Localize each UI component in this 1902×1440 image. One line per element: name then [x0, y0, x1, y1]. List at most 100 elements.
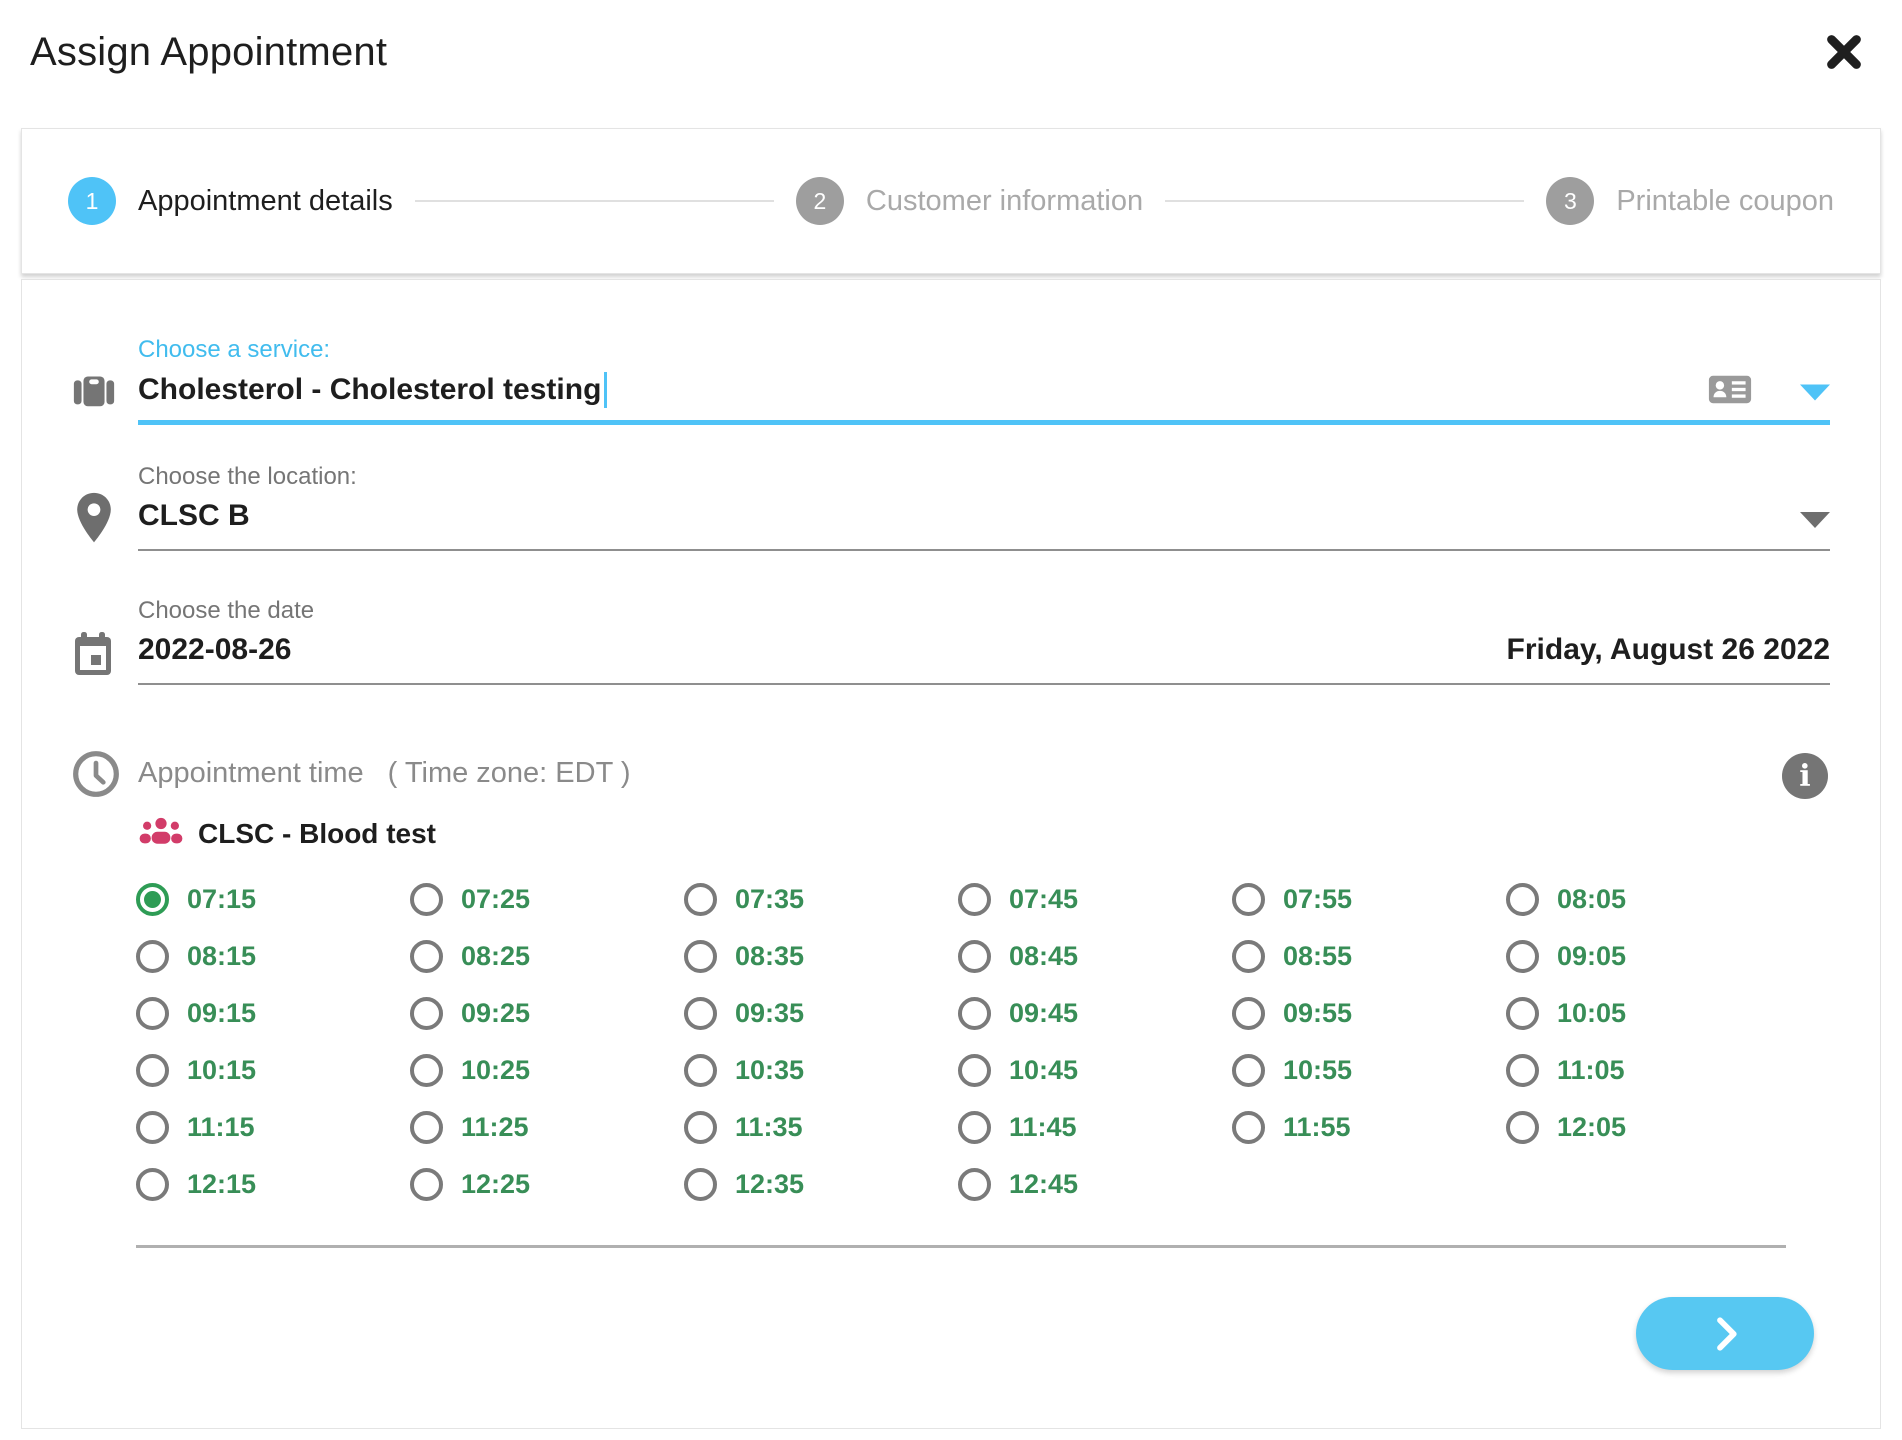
time-slot[interactable]: 09:05 — [1506, 938, 1780, 975]
time-slot-label: 09:25 — [461, 998, 531, 1028]
time-slot[interactable]: 11:15 — [136, 1109, 410, 1146]
time-slot[interactable]: 09:55 — [1232, 995, 1506, 1032]
location-select[interactable]: CLSC B — [138, 499, 250, 532]
time-slot[interactable]: 10:05 — [1506, 995, 1780, 1032]
close-button[interactable] — [1820, 28, 1868, 76]
radio-icon — [136, 1168, 169, 1201]
radio-icon — [1232, 883, 1265, 916]
step-appointment-details[interactable]: 1 Appointment details — [68, 177, 393, 225]
radio-icon — [1506, 1054, 1539, 1087]
service-input[interactable]: Cholesterol - Cholesterol testing — [138, 373, 602, 406]
time-slot[interactable]: 08:15 — [136, 938, 410, 975]
step-label: Appointment details — [138, 184, 393, 217]
time-slot[interactable]: 11:35 — [684, 1109, 958, 1146]
radio-icon — [136, 940, 169, 973]
radio-icon — [410, 883, 443, 916]
time-slot[interactable]: 12:05 — [1506, 1109, 1780, 1146]
time-slot-label: 10:15 — [187, 1055, 257, 1085]
time-slot-label: 11:05 — [1557, 1055, 1625, 1085]
location-dropdown-caret-icon[interactable] — [1800, 512, 1830, 528]
time-slot[interactable]: 12:25 — [410, 1166, 684, 1203]
step-number-badge: 2 — [795, 177, 844, 225]
time-slot[interactable]: 07:55 — [1232, 881, 1506, 918]
time-slot[interactable]: 12:35 — [684, 1166, 958, 1203]
appointment-time-header: Appointment time ( Time zone: EDT ) i — [22, 751, 1880, 799]
date-input[interactable]: 2022-08-26 — [138, 633, 292, 666]
time-slot-label: 11:25 — [461, 1112, 529, 1142]
time-slot[interactable]: 07:45 — [958, 881, 1232, 918]
step-printable-coupon[interactable]: 3 Printable coupon — [1546, 177, 1834, 225]
date-label: Choose the date — [138, 597, 315, 624]
time-slot[interactable]: 11:55 — [1232, 1109, 1506, 1146]
info-icon[interactable]: i — [1782, 753, 1828, 799]
time-slot[interactable]: 08:35 — [684, 938, 958, 975]
step-customer-information[interactable]: 2 Customer information — [795, 177, 1143, 225]
chevron-right-icon — [1717, 1316, 1737, 1351]
appointment-time-label: Appointment time — [138, 757, 364, 789]
time-slot[interactable]: 10:55 — [1232, 1052, 1506, 1089]
time-slot[interactable]: 08:05 — [1506, 881, 1780, 918]
time-slot[interactable]: 08:25 — [410, 938, 684, 975]
time-slot-label: 11:55 — [1283, 1112, 1351, 1142]
time-slot[interactable]: 07:35 — [684, 881, 958, 918]
radio-icon — [1232, 1054, 1265, 1087]
time-slot[interactable]: 12:45 — [958, 1166, 1232, 1203]
section-divider — [136, 1245, 1786, 1248]
time-slot-label: 07:45 — [1009, 884, 1079, 914]
radio-icon — [958, 940, 991, 973]
time-slot-label: 08:45 — [1009, 941, 1079, 971]
time-slot-label: 11:35 — [735, 1112, 803, 1142]
radio-icon — [1232, 1111, 1265, 1144]
time-slot-label: 10:05 — [1557, 998, 1627, 1028]
time-slot[interactable]: 09:15 — [136, 995, 410, 1032]
time-slot-label: 08:55 — [1283, 941, 1353, 971]
time-slot-label: 09:05 — [1557, 941, 1627, 971]
time-slot[interactable]: 11:45 — [958, 1109, 1232, 1146]
time-slot-label: 10:45 — [1009, 1055, 1079, 1085]
time-slot[interactable]: 07:15 — [136, 881, 410, 918]
contact-card-icon[interactable] — [1708, 374, 1752, 411]
radio-icon — [958, 1168, 991, 1201]
radio-icon — [136, 883, 169, 916]
radio-icon — [1232, 940, 1265, 973]
time-slot[interactable]: 08:55 — [1232, 938, 1506, 975]
time-slot-label: 12:35 — [735, 1169, 805, 1199]
step-number-badge: 1 — [68, 177, 116, 225]
time-slot-grid: 07:15 07:25 07:35 07:45 07:55 08:05 08:15 08:25… — [136, 881, 1780, 1203]
modal-header: Assign Appointment — [0, 0, 1902, 104]
service-field: Choose a service: Cholesterol - Choleste… — [22, 280, 1880, 425]
time-slot[interactable]: 10:15 — [136, 1052, 410, 1089]
radio-icon — [684, 883, 717, 916]
time-slot[interactable]: 12:15 — [136, 1166, 410, 1203]
time-slot[interactable]: 09:25 — [410, 995, 684, 1032]
time-slot-label: 07:55 — [1283, 884, 1353, 914]
step-connector — [1165, 200, 1525, 202]
time-slot[interactable]: 10:45 — [958, 1052, 1232, 1089]
time-slot[interactable]: 09:35 — [684, 995, 958, 1032]
time-slot-label: 08:25 — [461, 941, 531, 971]
time-slot-label: 09:15 — [187, 998, 257, 1028]
service-dropdown-caret-icon[interactable] — [1800, 384, 1830, 400]
radio-icon — [136, 1111, 169, 1144]
time-slot[interactable]: 10:35 — [684, 1052, 958, 1089]
radio-icon — [684, 1111, 717, 1144]
time-slot-label: 12:25 — [461, 1169, 531, 1199]
next-step-button[interactable] — [1636, 1297, 1814, 1370]
time-slot-label: 11:45 — [1009, 1112, 1077, 1142]
time-slot-label: 11:15 — [187, 1112, 255, 1142]
time-slot-label: 10:25 — [461, 1055, 531, 1085]
time-slot[interactable]: 07:25 — [410, 881, 684, 918]
radio-icon — [958, 1054, 991, 1087]
radio-icon — [684, 997, 717, 1030]
radio-icon — [410, 940, 443, 973]
time-slot[interactable]: 11:05 — [1506, 1052, 1780, 1089]
time-slot[interactable]: 10:25 — [410, 1052, 684, 1089]
time-slot-label: 10:35 — [735, 1055, 805, 1085]
time-slot[interactable]: 09:45 — [958, 995, 1232, 1032]
time-slot[interactable]: 11:25 — [410, 1109, 684, 1146]
radio-icon — [136, 997, 169, 1030]
time-slot[interactable]: 08:45 — [958, 938, 1232, 975]
radio-icon — [410, 1054, 443, 1087]
radio-icon — [410, 1168, 443, 1201]
time-slot-label: 08:35 — [735, 941, 805, 971]
